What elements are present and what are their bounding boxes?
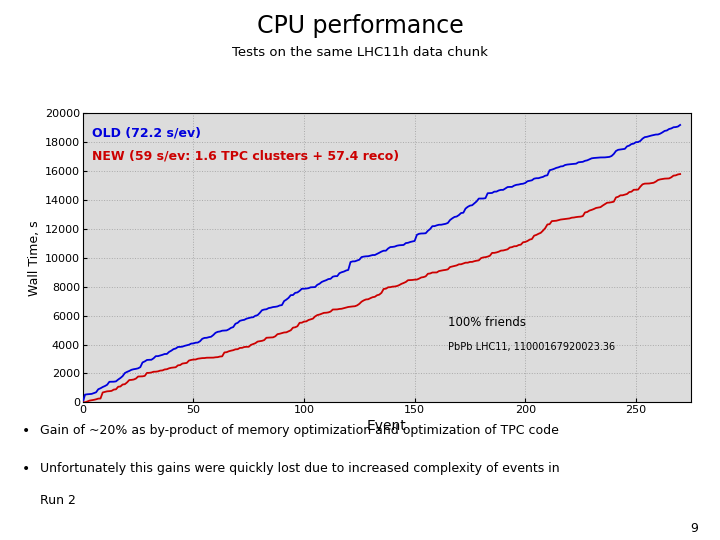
Text: Gain of ~20% as by-product of memory optimization and optimization of TPC code: Gain of ~20% as by-product of memory opt… <box>40 424 559 437</box>
Text: NEW (59 s/ev: 1.6 TPC clusters + 57.4 reco): NEW (59 s/ev: 1.6 TPC clusters + 57.4 re… <box>92 150 399 163</box>
Text: 100% friends: 100% friends <box>448 315 526 329</box>
Text: OLD (72.2 s/ev): OLD (72.2 s/ev) <box>92 126 201 139</box>
Text: Tests on the same LHC11h data chunk: Tests on the same LHC11h data chunk <box>232 46 488 59</box>
Text: •: • <box>22 462 30 476</box>
X-axis label: Event: Event <box>367 419 407 433</box>
Y-axis label: Wall Time, s: Wall Time, s <box>28 220 41 296</box>
Text: Run 2: Run 2 <box>40 494 76 507</box>
Text: Unfortunately this gains were quickly lost due to increased complexity of events: Unfortunately this gains were quickly lo… <box>40 462 559 475</box>
Text: PbPb LHC11, 11000167920023.36: PbPb LHC11, 11000167920023.36 <box>448 342 615 352</box>
Text: •: • <box>22 424 30 438</box>
Text: 9: 9 <box>690 522 698 535</box>
Text: CPU performance: CPU performance <box>256 14 464 37</box>
